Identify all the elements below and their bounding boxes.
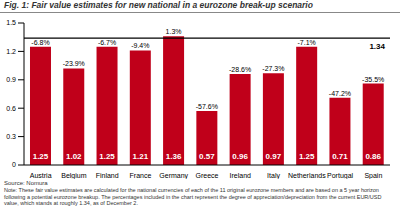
svg-text:0.96: 0.96: [232, 152, 248, 161]
svg-text:1.25: 1.25: [299, 152, 315, 161]
svg-text:1.2: 1.2: [8, 48, 16, 55]
svg-text:1.25: 1.25: [99, 152, 115, 161]
svg-text:0.6: 0.6: [8, 105, 16, 112]
html-text:Source: Nomura: Source: Nomura: [4, 180, 48, 186]
svg-text:1.25: 1.25: [33, 152, 49, 161]
svg-text:-28.6%: -28.6%: [229, 66, 251, 73]
svg-text:-9.4%: -9.4%: [131, 42, 149, 49]
svg-text:Italy: Italy: [267, 172, 280, 179]
svg-text:0.57: 0.57: [199, 152, 215, 161]
svg-text:0: 0: [12, 161, 16, 168]
svg-text:1.5: 1.5: [8, 19, 16, 26]
svg-text:Portugal: Portugal: [327, 172, 354, 179]
svg-text:1.02: 1.02: [66, 152, 82, 161]
svg-text:1.36: 1.36: [166, 152, 182, 161]
html-text:Fig. 1: Fair value estimates f: Fig. 1: Fair value estimates for new nat…: [4, 0, 313, 10]
svg-text:-6.7%: -6.7%: [98, 39, 116, 46]
svg-text:1.3%: 1.3%: [166, 28, 182, 35]
svg-text:1.34: 1.34: [369, 42, 385, 51]
svg-text:-57.6%: -57.6%: [196, 103, 218, 110]
svg-text:-27.3%: -27.3%: [262, 65, 284, 72]
svg-text:-23.9%: -23.9%: [63, 60, 85, 67]
svg-text:Finland: Finland: [96, 172, 119, 179]
svg-text:Spain: Spain: [364, 172, 382, 179]
svg-text:France: France: [130, 172, 152, 179]
svg-text:0.86: 0.86: [365, 152, 381, 161]
html-text:Note: These fair value estimat: Note: These fair value estimates are cal…: [4, 187, 382, 206]
svg-text:Netherlands: Netherlands: [288, 172, 326, 179]
svg-text:0.71: 0.71: [332, 152, 348, 161]
svg-text:0.9: 0.9: [8, 76, 16, 83]
svg-text:0.3: 0.3: [8, 133, 16, 140]
svg-text:-47.2%: -47.2%: [329, 90, 351, 97]
svg-text:-6.8%: -6.8%: [31, 39, 49, 46]
svg-text:Ireland: Ireland: [230, 172, 252, 179]
svg-text:0.97: 0.97: [266, 152, 282, 161]
svg-text:Greece: Greece: [196, 172, 219, 179]
svg-text:-35.5%: -35.5%: [362, 76, 384, 83]
svg-text:Belgium: Belgium: [61, 172, 86, 179]
svg-text:-7.1%: -7.1%: [298, 39, 316, 46]
svg-text:Austria: Austria: [30, 172, 52, 179]
svg-text:1.21: 1.21: [133, 152, 149, 161]
svg-text:Germany: Germany: [159, 172, 188, 179]
